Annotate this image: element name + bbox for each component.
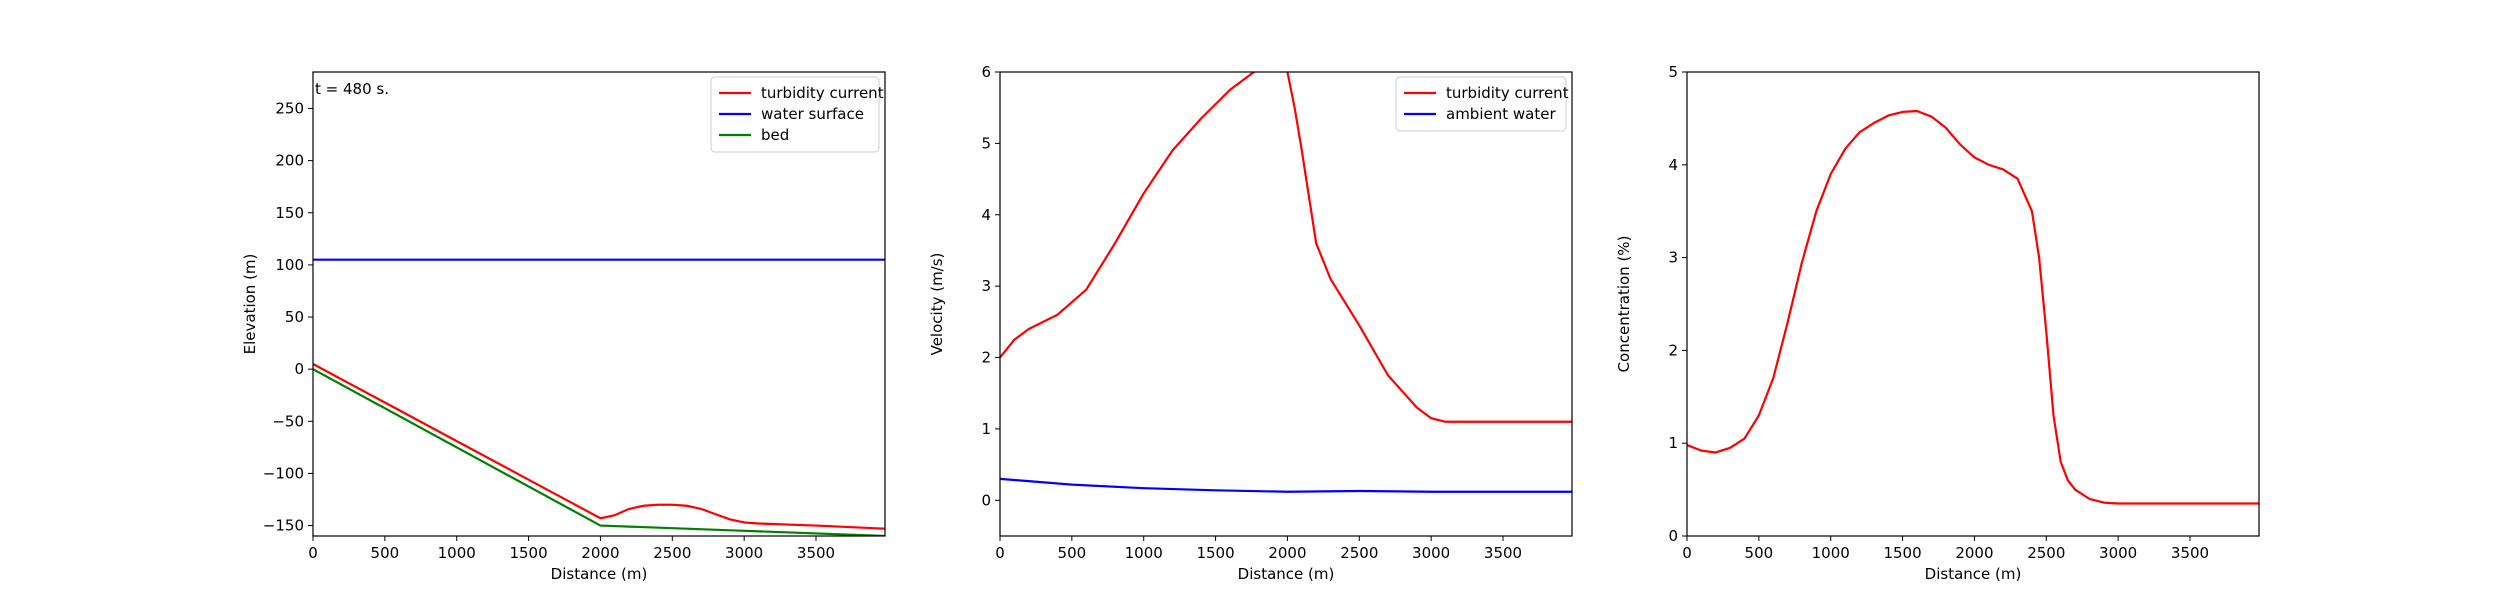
legend-label-ambient-water: ambient water [1446,105,1556,123]
y-tick-label: 0 [981,491,991,509]
x-tick-label: 2500 [2027,544,2065,562]
y-axis-label: Elevation (m) [241,254,259,355]
legend: turbidity current ambient water [1395,76,1569,132]
y-tick-label: −100 [263,464,304,482]
x-tick-label: 0 [1682,544,1692,562]
x-tick-label: 1500 [509,544,547,562]
legend-frame [1395,76,1567,132]
legend-frame [710,76,880,153]
x-tick-label: 1000 [438,544,476,562]
plot-frame [312,71,886,537]
x-tick-label: 3000 [1412,544,1450,562]
y-tick-label: 1 [1668,434,1678,452]
x-axis-label: Distance (m) [551,565,648,583]
y-tick-label: 100 [275,256,304,274]
y-axis-label: Velocity (m/s) [928,253,946,356]
x-tick-label: 0 [308,544,318,562]
x-tick-label: 500 [371,544,400,562]
legend-label-turbidity-current: turbidity current [1446,84,1569,102]
chart-panel-2: 0 500 1000 1500 2000 2500 3000 3500 0 1 2 3 4 5 6 Dista… [928,63,1573,583]
x-tick-label: 3000 [725,544,763,562]
y-tick-label: 0 [1668,527,1678,545]
x-tick-label: 3500 [2171,544,2209,562]
y-tick-label: 2 [981,349,991,367]
y-tick-label: 0 [294,360,304,378]
y-tick-label: 200 [275,152,304,170]
x-tick-label: 0 [995,544,1005,562]
y-tick-label: 5 [981,134,991,152]
plot-frame [1686,71,2260,537]
y-tick-label: 4 [981,206,991,224]
plot-frame [999,71,1573,537]
time-annotation: t = 480 s. [315,80,389,98]
y-tick-label: 2 [1668,341,1678,359]
y-tick-label: 3 [981,277,991,295]
y-tick-label: 150 [275,204,304,222]
legend-label-water-surface: water surface [761,105,864,123]
series-line-turbidity-current [1000,72,1572,423]
x-tick-label: 1000 [1125,544,1163,562]
x-tick-label: 3500 [1484,544,1522,562]
x-tick-label: 1500 [1196,544,1234,562]
x-tick-label: 1000 [1812,544,1850,562]
x-axis-label: Distance (m) [1925,565,2022,583]
x-tick-label: 2000 [581,544,619,562]
x-tick-label: 3500 [797,544,835,562]
y-tick-label: 50 [285,308,304,326]
y-tick-label: 3 [1668,249,1678,267]
legend-label-bed: bed [761,126,789,144]
y-tick-label: 6 [981,63,991,81]
y-tick-label: −150 [263,517,304,535]
series-line-bed [313,368,885,536]
y-tick-label: 4 [1668,156,1678,174]
x-tick-label: 2500 [653,544,691,562]
x-tick-label: 2000 [1955,544,1993,562]
series-line-concentration [1687,109,2259,505]
chart-panel-1: 0 500 1000 1500 2000 2500 3000 3500 −150 −100 −50 0… [241,71,886,583]
x-tick-label: 1500 [1883,544,1921,562]
y-tick-label: 250 [275,99,304,117]
legend-label-turbidity-current: turbidity current [761,84,884,102]
x-tick-label: 2000 [1268,544,1306,562]
x-axis-label: Distance (m) [1238,565,1335,583]
x-tick-label: 500 [1745,544,1774,562]
series-line-turbidity-current [313,362,885,530]
y-tick-label: 5 [1668,63,1678,81]
legend: turbidity current water surface bed [710,76,884,153]
x-tick-label: 2500 [1340,544,1378,562]
x-tick-label: 500 [1058,544,1087,562]
y-tick-label: −50 [272,412,304,430]
series-line-ambient-water [1000,477,1572,493]
y-tick-label: 1 [981,420,991,438]
x-tick-label: 3000 [2099,544,2137,562]
y-axis-label: Concentration (%) [1615,236,1633,373]
chart-panel-3: 0 500 1000 1500 2000 2500 3000 3500 0 1 2 3 4 5 Distan… [1615,63,2260,583]
